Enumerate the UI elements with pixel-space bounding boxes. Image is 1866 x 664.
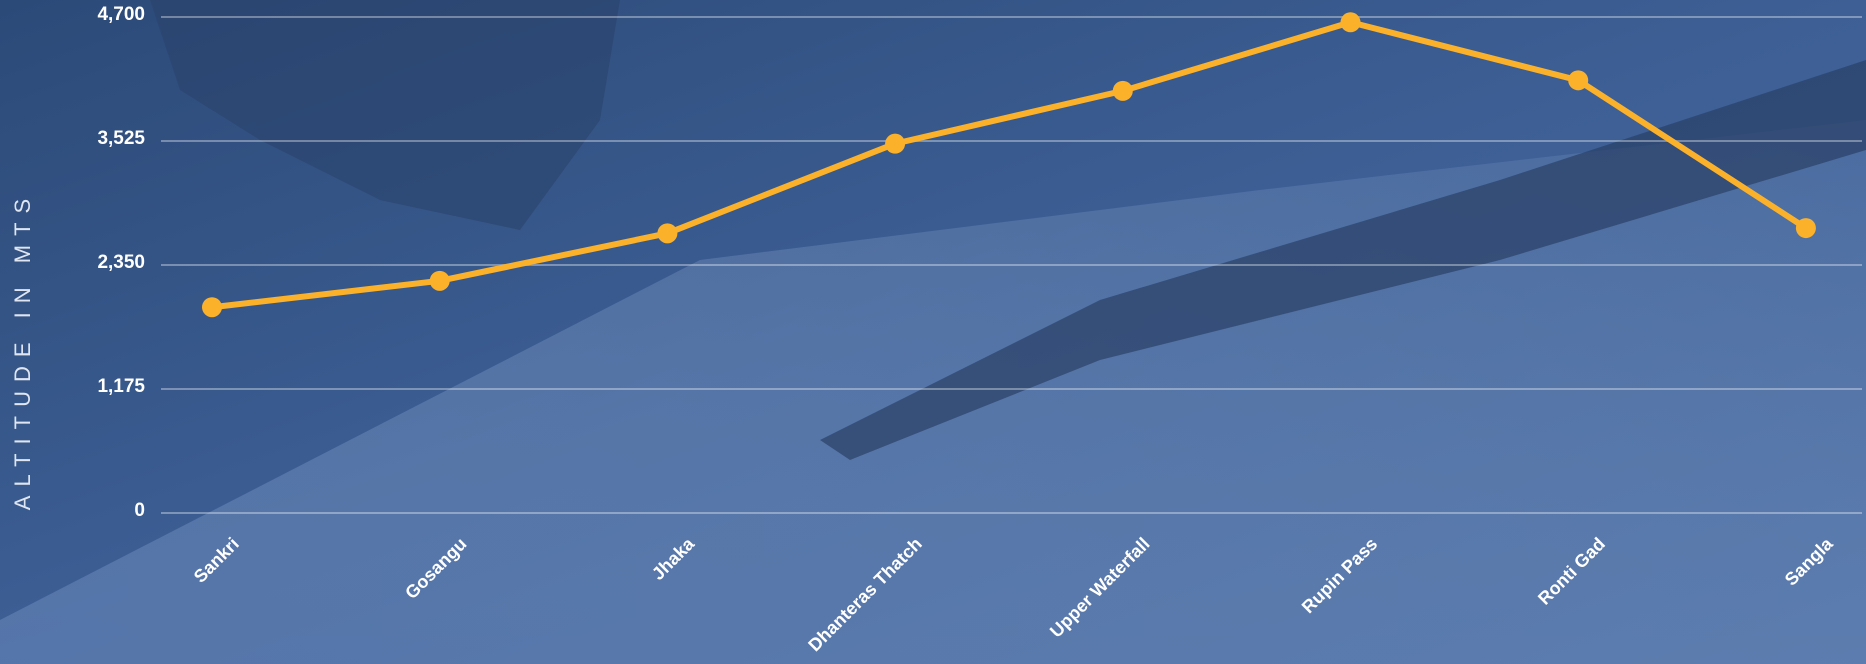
y-tick-label: 2,350	[97, 252, 145, 273]
series-line	[211, 19, 1808, 311]
data-point	[202, 297, 222, 318]
data-point	[429, 270, 450, 291]
data-point	[1340, 12, 1361, 33]
data-point	[885, 133, 906, 154]
rock-outcrop	[150, 0, 620, 230]
y-tick-label: 4,700	[97, 4, 145, 25]
rock-ridge	[820, 60, 1866, 460]
data-point	[657, 223, 678, 244]
y-tick-label: 1,175	[97, 376, 145, 397]
data-point	[1795, 218, 1816, 239]
data-point	[1112, 80, 1133, 101]
y-axis-label: ALTITUDE IN MTS	[10, 190, 35, 510]
data-point	[1568, 70, 1589, 91]
y-tick-label: 0	[134, 500, 145, 521]
y-tick-label: 3,525	[97, 128, 145, 149]
